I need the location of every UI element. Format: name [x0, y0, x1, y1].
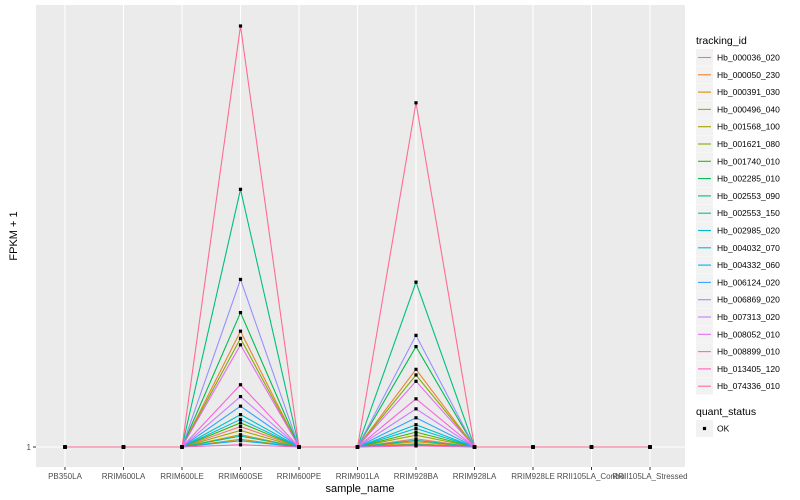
data-point: [238, 421, 243, 425]
legend-label: Hb_001740_010: [717, 156, 780, 166]
legend-label: Hb_000050_230: [717, 70, 780, 80]
panel-background: [36, 5, 685, 467]
data-point: [238, 417, 243, 422]
data-point: [238, 310, 243, 315]
legend-label: Hb_001568_100: [717, 122, 780, 132]
data-point: [238, 439, 243, 443]
legend-label: Hb_002553_090: [717, 191, 780, 201]
data-point: [414, 101, 418, 105]
data-point: [414, 433, 418, 437]
data-point: [414, 416, 418, 420]
legend-label: Hb_007313_020: [717, 312, 780, 322]
legend-label: Hb_006124_020: [717, 277, 780, 287]
x-tick-label: RRIM600SE: [218, 472, 262, 481]
x-tick-label: RRIM901LA: [336, 472, 380, 481]
data-point: [414, 407, 418, 411]
data-point: [238, 404, 243, 408]
legend-items: Hb_000036_020 Hb_000050_230 Hb_000391_030 H…: [696, 49, 780, 395]
x-tick-label: PB350LA: [48, 472, 82, 481]
x-tick-label: RRII105LA_Stressed: [612, 472, 687, 481]
data-point: [238, 343, 243, 347]
data-points: [63, 24, 652, 449]
y-axis: 1: [27, 443, 36, 452]
data-point: [414, 444, 418, 448]
data-point: [414, 379, 418, 383]
legend-label: Hb_001621_080: [717, 139, 780, 149]
data-point: [414, 280, 418, 284]
data-point: [238, 277, 243, 282]
data-point: [648, 445, 652, 449]
data-point: [180, 445, 184, 449]
data-point: [238, 434, 243, 438]
legend-label: Hb_008899_010: [717, 347, 780, 357]
x-tick-label: RRIM600PE: [277, 472, 321, 481]
data-point: [238, 394, 243, 399]
legend-label: Hb_000391_030: [717, 87, 780, 97]
legend-label: Hb_000496_040: [717, 104, 780, 114]
data-point: [589, 445, 594, 449]
data-point: [414, 423, 418, 427]
data-point: [297, 445, 301, 449]
data-point: [414, 333, 418, 337]
legend-label: Hb_074336_010: [717, 381, 780, 391]
data-point: [238, 336, 243, 340]
x-axis: PB350LA RRIM600LA RRIM600LE RRIM600SE RRIM60…: [48, 467, 688, 481]
data-point: [414, 430, 418, 434]
data-point: [63, 445, 67, 449]
legend: tracking_id Hb_000036_020Hb_000050_230Hb…: [696, 35, 780, 437]
legend-label: Hb_006869_020: [717, 295, 780, 305]
data-point: [238, 187, 243, 191]
legend-label: Hb_004032_070: [717, 243, 780, 253]
data-point: [414, 373, 418, 377]
legend-label: Hb_002553_150: [717, 208, 780, 218]
data-point: [531, 445, 535, 449]
y-tick-label: 1: [27, 443, 32, 452]
data-point: [355, 445, 360, 449]
data-point: [414, 367, 418, 371]
x-tick-label: RRIM600LE: [160, 472, 204, 481]
x-tick-label: RRIM928LA: [453, 472, 497, 481]
data-point: [414, 344, 418, 349]
data-point: [238, 329, 243, 333]
legend-label: Hb_002985_020: [717, 226, 780, 236]
x-tick-label: RRII105LA_Control: [557, 472, 627, 481]
quant-status-key-point: [702, 426, 707, 431]
data-point: [414, 397, 418, 401]
quant-status-legend-items: OK: [696, 420, 730, 437]
legend-label: Hb_004332_060: [717, 260, 780, 270]
data-point: [238, 413, 243, 417]
data-point: [238, 443, 243, 447]
data-point: [238, 383, 243, 387]
data-point: [238, 424, 243, 429]
y-axis-title: FPKM + 1: [8, 211, 20, 260]
legend-label: Hb_000036_020: [717, 53, 780, 63]
data-point: [414, 426, 418, 431]
data-point: [238, 24, 243, 28]
legend-label: Hb_002285_010: [717, 174, 780, 184]
quant-status-label: OK: [717, 424, 730, 434]
data-point: [238, 428, 243, 433]
legend-label: Hb_008052_010: [717, 329, 780, 339]
x-axis-title: sample_name: [325, 483, 394, 495]
legend-label: Hb_013405_120: [717, 364, 780, 374]
x-tick-label: RRIM928BA: [394, 472, 439, 481]
quant-status-legend-title: quant_status: [696, 406, 756, 418]
data-point: [121, 445, 126, 449]
legend-title: tracking_id: [696, 35, 747, 47]
data-point: [472, 445, 477, 449]
x-tick-label: RRIM600LA: [102, 472, 146, 481]
data-point: [414, 438, 418, 442]
x-tick-label: RRIM928LE: [511, 472, 555, 481]
